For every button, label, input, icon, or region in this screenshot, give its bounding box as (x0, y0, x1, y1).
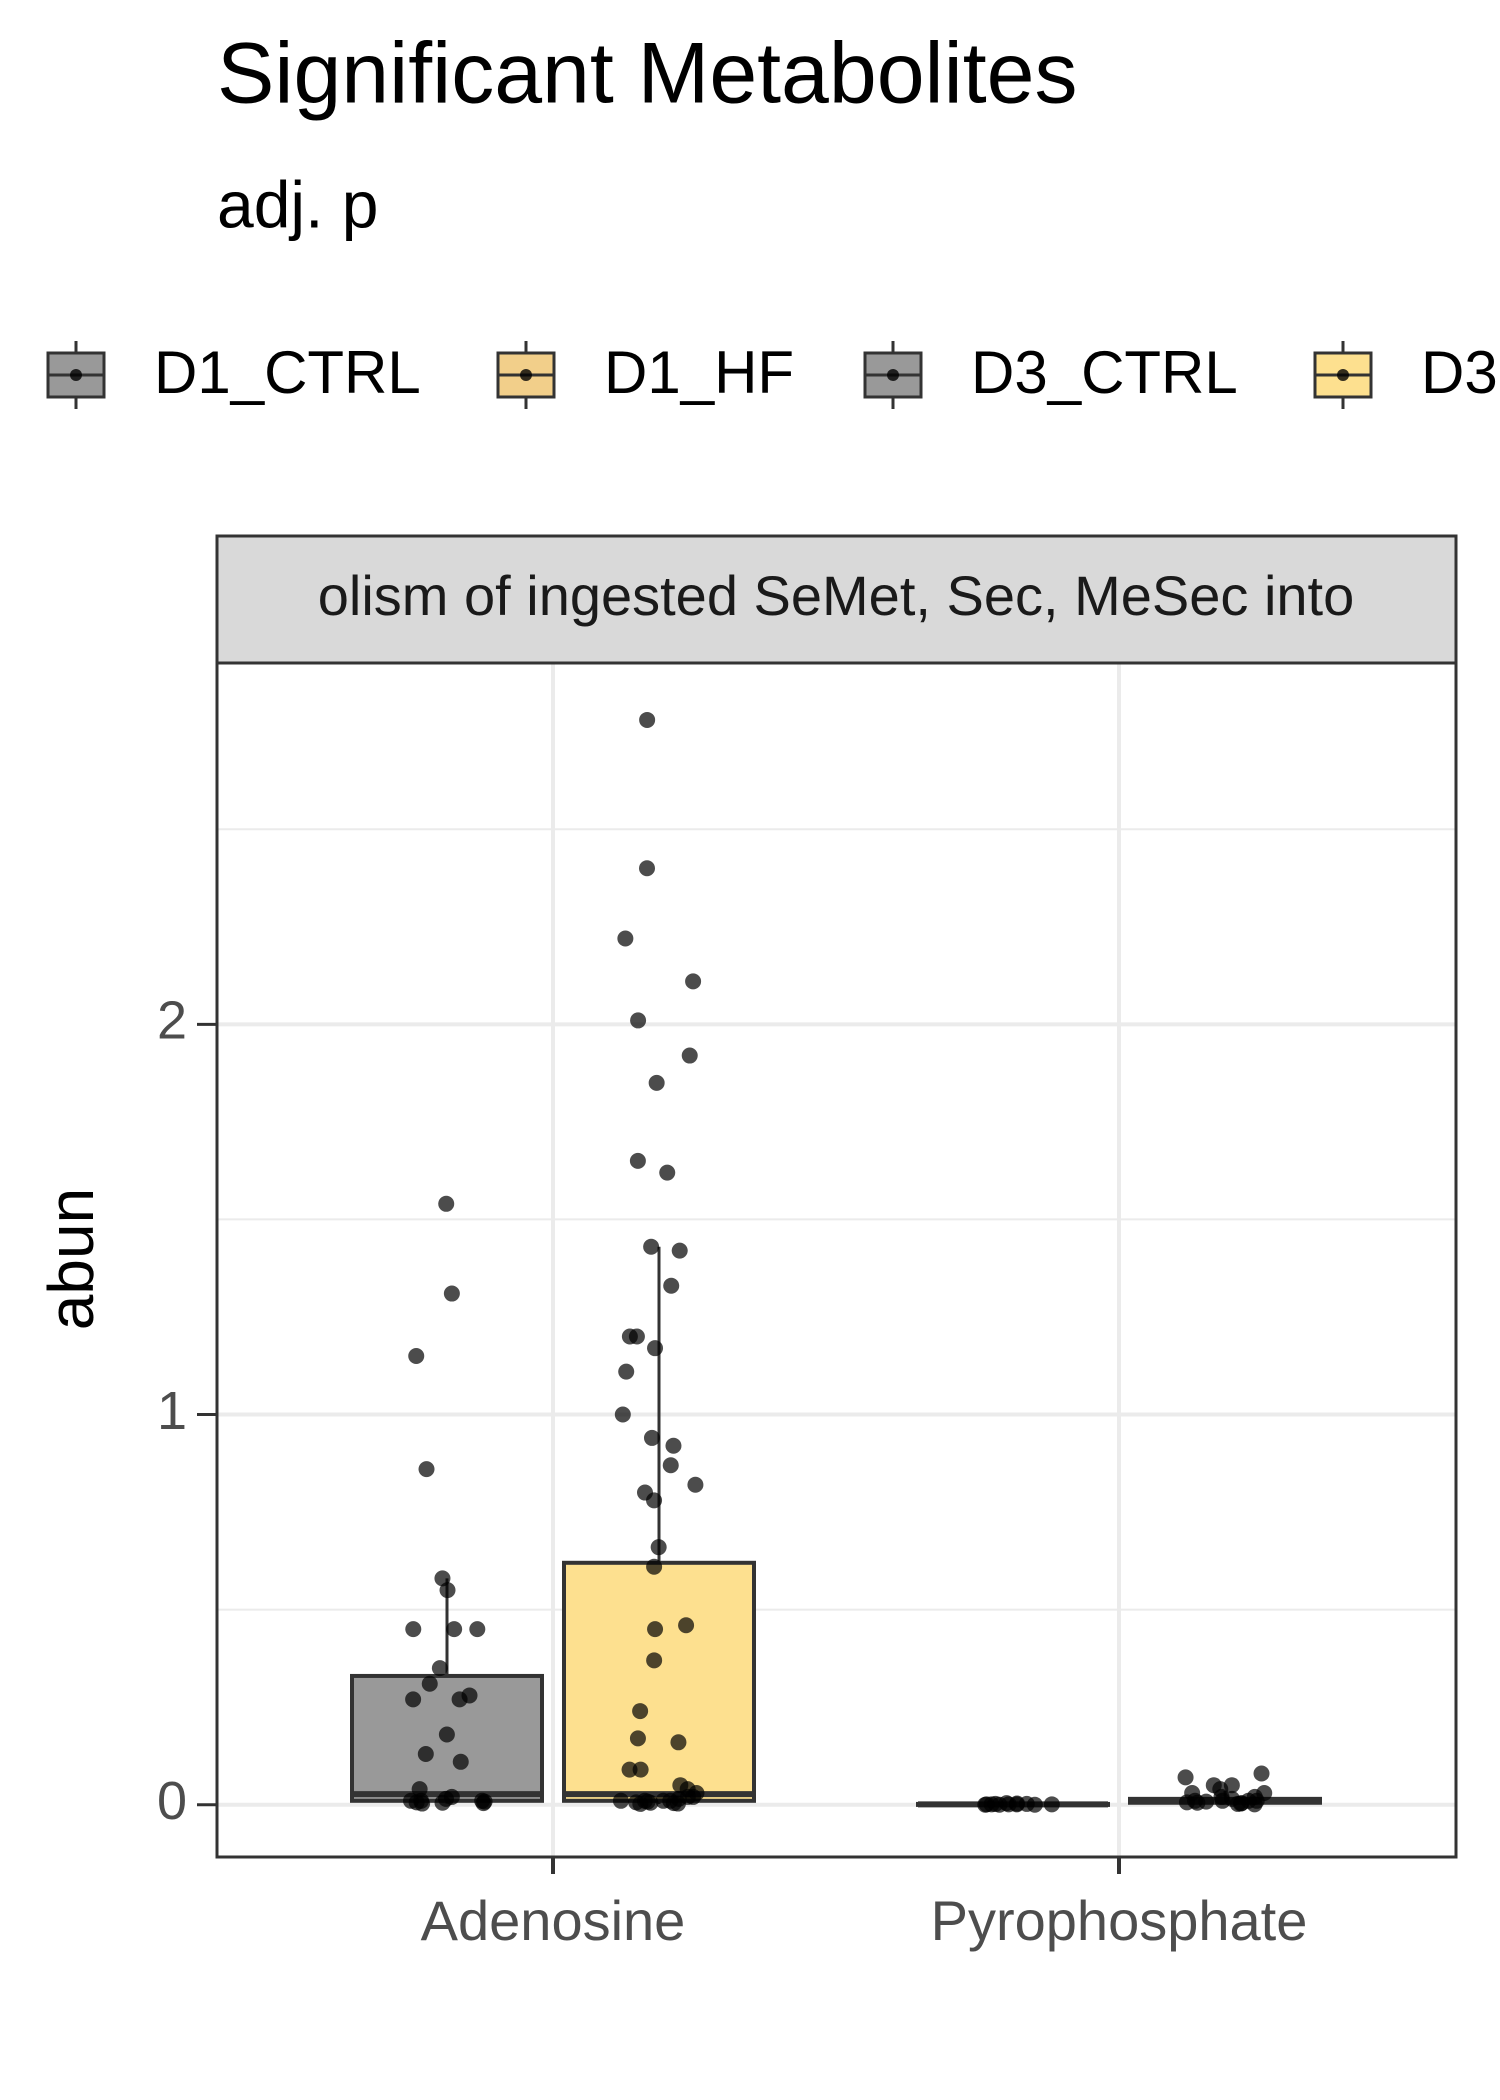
data-point (647, 1340, 664, 1357)
data-point (643, 1429, 660, 1446)
data-point (632, 1761, 649, 1778)
data-point (639, 860, 656, 877)
data-point (1189, 1794, 1206, 1811)
data-point (629, 1730, 646, 1747)
y-tick-label: 0 (157, 1771, 187, 1831)
legend-label: D3_CTRL (971, 339, 1238, 406)
data-point (405, 1691, 422, 1708)
data-point (681, 1047, 698, 1064)
data-point (475, 1795, 492, 1812)
data-point (663, 1277, 680, 1294)
data-point (669, 1795, 686, 1812)
data-point (411, 1781, 428, 1798)
chart-subtitle: adj. p (217, 167, 378, 241)
data-point (431, 1660, 448, 1677)
chart-title: Significant Metabolites (217, 26, 1077, 122)
box (562, 1560, 756, 1803)
data-point (1229, 1795, 1246, 1812)
data-point (632, 1795, 649, 1812)
data-point (446, 1621, 463, 1638)
data-point (438, 1726, 455, 1743)
data-point (629, 1152, 646, 1169)
data-point (646, 1558, 663, 1575)
data-point (1253, 1765, 1270, 1782)
legend-point (70, 369, 82, 381)
data-point (414, 1795, 431, 1812)
data-point (685, 973, 702, 990)
legend-label: D3 (1421, 339, 1498, 406)
legend-point (520, 369, 532, 381)
data-point (405, 1621, 422, 1638)
data-point (977, 1796, 994, 1813)
legend-point (887, 369, 899, 381)
data-point (662, 1457, 679, 1474)
data-point (650, 1539, 667, 1556)
data-point (621, 1761, 638, 1778)
data-point (659, 1164, 676, 1181)
data-point (630, 1012, 647, 1029)
data-point (1214, 1792, 1231, 1809)
data-point (417, 1745, 434, 1762)
y-axis-label: abun (35, 1188, 107, 1330)
data-point (438, 1195, 455, 1212)
panel-border (215, 661, 1458, 1859)
data-point (648, 1074, 665, 1091)
data-point (671, 1242, 688, 1259)
data-point (434, 1794, 451, 1811)
data-point (612, 1792, 629, 1809)
y-tick-label: 1 (157, 1381, 187, 1441)
y-tick-label: 2 (157, 991, 187, 1051)
data-point (687, 1476, 704, 1493)
facet-label: olism of ingested SeMet, Sec, MeSec into (318, 564, 1355, 627)
data-point (418, 1461, 435, 1478)
data-point (617, 930, 634, 947)
x-tick-label: Pyrophosphate (931, 1889, 1308, 1952)
legend-label: D1_CTRL (154, 339, 421, 406)
panel (217, 663, 1456, 1857)
data-point (632, 1703, 649, 1720)
data-point (639, 711, 656, 728)
data-point (991, 1796, 1008, 1813)
data-point (618, 1363, 635, 1380)
data-point (647, 1621, 664, 1638)
data-point (670, 1734, 687, 1751)
data-point (643, 1238, 660, 1255)
legend-point (1337, 369, 1349, 381)
data-point (443, 1285, 460, 1302)
data-point (1246, 1796, 1263, 1813)
data-point (614, 1406, 631, 1423)
data-point (678, 1617, 695, 1634)
x-tick-label: Adenosine (421, 1889, 686, 1952)
data-point (1177, 1769, 1194, 1786)
data-point (665, 1437, 682, 1454)
data-point (1043, 1796, 1060, 1813)
data-point (646, 1652, 663, 1669)
data-point (1026, 1796, 1043, 1813)
data-point (421, 1675, 438, 1692)
facet-strip (215, 534, 1458, 665)
data-point (628, 1328, 645, 1345)
data-point (1008, 1796, 1025, 1813)
data-point (469, 1621, 486, 1638)
data-point (408, 1347, 425, 1364)
data-point (646, 1492, 663, 1509)
legend-label: D1_HF (604, 339, 794, 406)
data-point (452, 1753, 469, 1770)
data-point (451, 1691, 468, 1708)
data-point (439, 1582, 456, 1599)
